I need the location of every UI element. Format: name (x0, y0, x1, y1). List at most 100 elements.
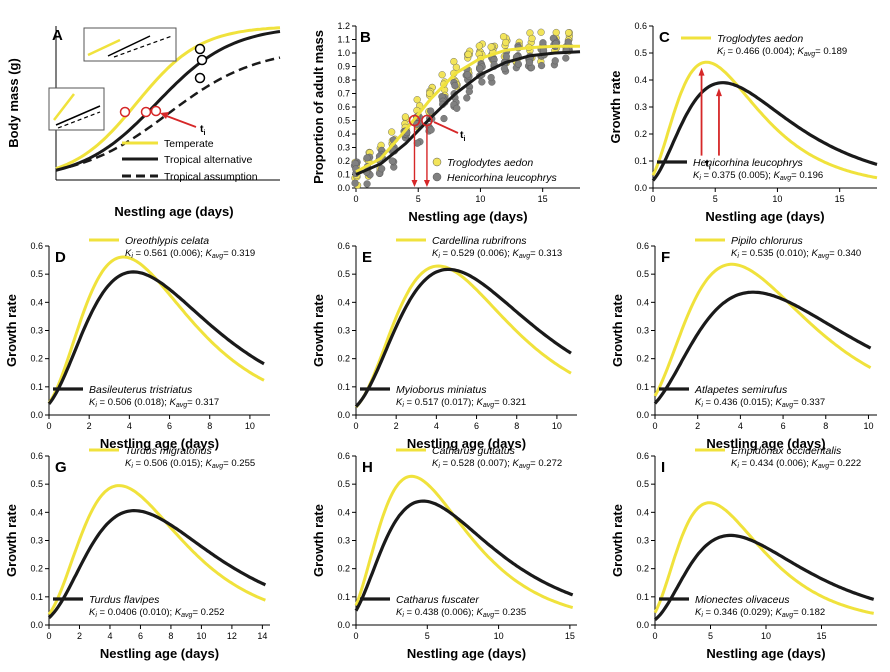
k-subscript: avg (212, 463, 223, 470)
data-point (450, 57, 458, 66)
k-subscript: i (737, 253, 739, 260)
panel-f: 0 2 4 6 8 10 0.0 0.1 0.2 0.3 0.4 0.5 0.6 F Nestling ag… (610, 235, 877, 451)
y-tick-label: 0.2 (337, 354, 350, 364)
y-tick-label: 0.7 (337, 89, 350, 99)
data-point (478, 78, 486, 86)
y-axis-label: Growth rate (4, 294, 19, 367)
panel-g: 0 2 4 6 8 10 12 14 0.0 0.1 0.2 0.3 0.4 0.5 0.6 G Nestlin… (4, 445, 270, 661)
data-point (440, 114, 448, 123)
ti-label: ti (460, 129, 466, 143)
y-axis-label: Growth rate (608, 71, 623, 144)
panel-c: 0 5 10 15 0.0 0.1 0.2 0.3 0.4 0.5 0.6 C Nestling age… (608, 21, 878, 224)
data-point (475, 42, 483, 50)
k-subscript: avg (782, 402, 793, 409)
k-avg: K (477, 397, 484, 408)
k-avg: K (812, 248, 819, 259)
ti-arrowhead (715, 88, 722, 97)
k-value: = 0.337 (793, 397, 825, 408)
temperate-curve (653, 501, 875, 615)
x-tick-label: 5 (713, 194, 718, 204)
tropical-k-values: Ki = 0.506 (0.018); Kavg= 0.317 (89, 397, 219, 409)
x-tick-label: 10 (245, 421, 255, 431)
legend-label: Henicorhina leucophrys (447, 172, 557, 184)
data-point (502, 52, 510, 61)
k-value: = 0.317 (187, 397, 219, 408)
k-subscript: i (131, 253, 133, 260)
k-subscript: i (95, 402, 97, 409)
x-tick-label: 6 (167, 421, 172, 431)
k-value: = 0.561 (0.006); (133, 248, 206, 259)
inflection-marker (150, 105, 162, 117)
y-tick-label: 0.4 (337, 129, 350, 139)
y-tick-label: 0.3 (30, 536, 43, 546)
x-tick-label: 15 (538, 194, 548, 204)
y-tick-label: 0.9 (337, 62, 350, 72)
y-tick-label: 0.1 (337, 592, 350, 602)
data-point (413, 96, 421, 104)
data-point (537, 28, 545, 36)
y-tick-label: 0.3 (337, 143, 350, 153)
y-tick-label: 0.8 (337, 75, 350, 85)
temperate-curve (47, 484, 266, 616)
y-tick-label: 0.4 (634, 75, 647, 85)
data-point (463, 94, 471, 102)
legend-label: Troglodytes aedon (447, 157, 533, 169)
legend-label: Tropical assumption (164, 171, 258, 183)
tropical-k-values: Ki = 0.438 (0.006); Kavg= 0.235 (396, 607, 526, 619)
legend-label: Tropical alternative (164, 154, 252, 166)
x-tick-label: 2 (695, 421, 700, 431)
drop-arrowhead (423, 180, 430, 187)
y-tick-label: 0.4 (636, 297, 649, 307)
data-point (388, 128, 396, 136)
y-tick-label: 0.2 (634, 129, 647, 139)
tropical-curve (354, 267, 572, 408)
tropical-k-values: Ki = 0.375 (0.005); Kavg= 0.196 (693, 170, 823, 182)
tropical-k-values: Ki = 0.346 (0.029); Kavg= 0.182 (695, 607, 825, 619)
k-value: = 0.434 (0.006); (739, 458, 812, 469)
k-avg: K (175, 607, 182, 618)
inset-box-upper (83, 27, 177, 62)
y-tick-label: 0.2 (337, 564, 350, 574)
x-tick-label: 0 (353, 631, 358, 641)
x-tick-label: 10 (761, 631, 771, 641)
x-tick-label: 5 (708, 631, 713, 641)
panel-label: D (55, 249, 66, 266)
panel-label: I (661, 459, 665, 476)
y-tick-label: 0.0 (636, 620, 649, 630)
k-subscript: avg (212, 253, 223, 260)
tropical-curve (47, 270, 265, 405)
y-tick-label: 1.0 (337, 48, 350, 58)
k-avg: K (776, 607, 783, 618)
ti-label: ti (705, 157, 711, 171)
tropical-species: Turdus flavipes (89, 594, 160, 606)
tropical-alternative-curve (55, 30, 281, 172)
x-tick-label: 4 (127, 421, 132, 431)
data-point (564, 38, 572, 46)
ti-subscript: i (204, 130, 206, 137)
x-tick-label: 12 (227, 631, 237, 641)
y-tick-label: 0.0 (30, 620, 43, 630)
y-tick-label: 0.6 (30, 241, 43, 251)
ti-arrow (433, 121, 459, 134)
tropical-curve (651, 81, 878, 182)
data-point (514, 60, 522, 68)
y-tick-label: 0.5 (337, 116, 350, 126)
data-point (427, 107, 435, 115)
data-point (537, 61, 546, 70)
k-avg: K (798, 46, 805, 57)
temperate-k-values: Ki = 0.506 (0.015); Kavg= 0.255 (125, 458, 255, 470)
k-value: = 0.375 (0.005); (701, 170, 774, 181)
y-tick-label: 0.6 (634, 21, 647, 31)
x-axis-label: Nestling age (days) (706, 436, 825, 451)
x-tick-label: 10 (863, 421, 873, 431)
inset-assumption-line (113, 35, 173, 58)
inset-tropical-line (55, 105, 101, 126)
y-tick-label: 0.4 (337, 297, 350, 307)
panel-label: A (52, 27, 63, 44)
tropical-species: Mionectes olivaceus (695, 594, 790, 606)
tropical-species: Atlapetes semirufus (694, 384, 788, 396)
y-tick-label: 1.2 (337, 21, 350, 31)
x-axis-label: Nestling age (days) (100, 646, 219, 661)
